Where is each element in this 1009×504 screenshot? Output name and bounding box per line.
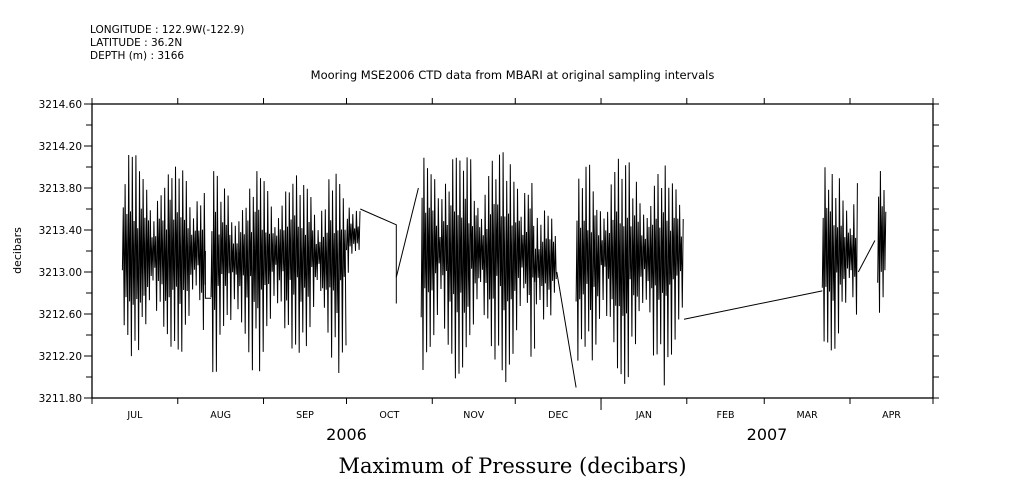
month-label: JUL — [126, 410, 143, 421]
data-connector-line — [683, 290, 823, 320]
data-connector-line — [204, 251, 211, 299]
data-segment — [877, 170, 887, 313]
month-label: DEC — [548, 410, 568, 421]
latitude-label: LATITUDE : 36.2N — [90, 37, 183, 49]
depth-label: DEPTH (m) : 3166 — [90, 50, 185, 62]
data-segment — [534, 210, 557, 320]
month-label: NOV — [463, 410, 484, 421]
data-segment — [821, 167, 858, 351]
data-segment — [121, 154, 206, 357]
y-tick-label: 3212.60 — [39, 309, 82, 321]
y-tick-label: 3213.80 — [39, 183, 82, 195]
data-segment — [210, 171, 347, 374]
month-label: JAN — [635, 410, 652, 421]
month-label: FEB — [717, 410, 735, 421]
chart-title: Mooring MSE2006 CTD data from MBARI at o… — [310, 68, 715, 82]
y-tick-label: 3214.20 — [39, 141, 82, 153]
y-tick-label: 3213.00 — [39, 267, 82, 279]
month-label: OCT — [379, 410, 399, 421]
month-label: SEP — [296, 410, 314, 421]
data-segment — [346, 207, 361, 273]
data-connector-line — [857, 240, 876, 273]
y-tick-label: 3213.40 — [39, 225, 82, 237]
month-label: APR — [882, 410, 901, 421]
data-connector-line — [395, 187, 419, 278]
longitude-label: LONGITUDE : 122.9W(-122.9) — [90, 24, 245, 36]
month-label: MAR — [796, 410, 818, 421]
y-tick-label: 3212.20 — [39, 351, 82, 363]
x-axis-label: Maximum of Pressure (decibars) — [338, 454, 687, 478]
y-tick-label: 3214.60 — [39, 99, 82, 111]
y-tick-label: 3211.80 — [39, 393, 82, 405]
year-label: 2007 — [747, 425, 788, 444]
data-connector-line — [556, 271, 577, 388]
data-segment — [420, 152, 536, 383]
data-segment — [575, 158, 684, 386]
year-label: 2006 — [326, 425, 367, 444]
month-label: AUG — [210, 410, 231, 421]
data-connector-line — [360, 208, 397, 304]
